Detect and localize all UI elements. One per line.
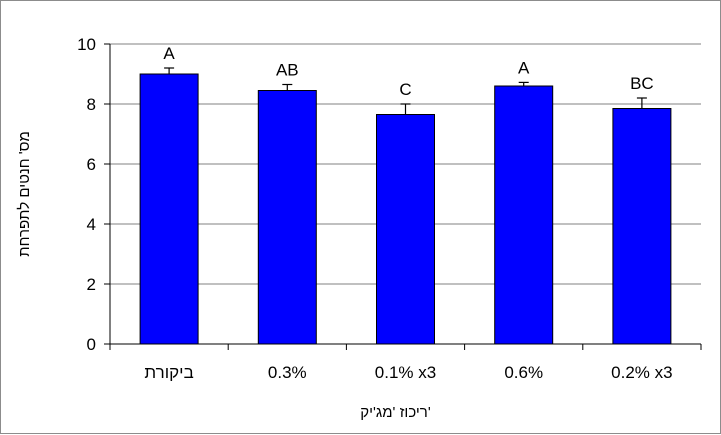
y-axis-title: מס' חנטים לתפרחת — [16, 131, 33, 257]
y-tick-label: 8 — [87, 95, 96, 114]
bar — [257, 90, 317, 345]
y-tick-label: 10 — [77, 35, 96, 54]
x-tick-label: ביקורת — [144, 363, 193, 382]
significance-letter: BC — [630, 74, 654, 93]
bar — [494, 85, 554, 345]
axes — [104, 43, 702, 350]
labels: 0 2 4 6 8 10 A ביקורת AB 0.3% C 0.1% x3 A 0.6% BC 0.2% … — [77, 35, 673, 382]
y-tick-label: 0 — [87, 335, 96, 354]
bar — [376, 114, 435, 345]
bars — [139, 67, 672, 345]
significance-letter: A — [163, 44, 175, 63]
bar — [139, 73, 199, 345]
y-tick-label: 2 — [87, 275, 96, 294]
y-tick-label: 4 — [87, 215, 96, 234]
significance-letter: A — [518, 58, 530, 77]
bar — [612, 108, 672, 345]
x-axis-title: ריכוז 'מג'יק' — [360, 404, 431, 421]
y-tick-label: 6 — [87, 155, 96, 174]
x-tick-label: 0.3% — [268, 363, 307, 382]
x-tick-label: 0.2% x3 — [611, 363, 672, 382]
x-tick-label: 0.1% x3 — [375, 363, 436, 382]
significance-letter: AB — [276, 61, 299, 80]
significance-letter: C — [399, 80, 411, 99]
x-tick-label: 0.6% — [504, 363, 543, 382]
